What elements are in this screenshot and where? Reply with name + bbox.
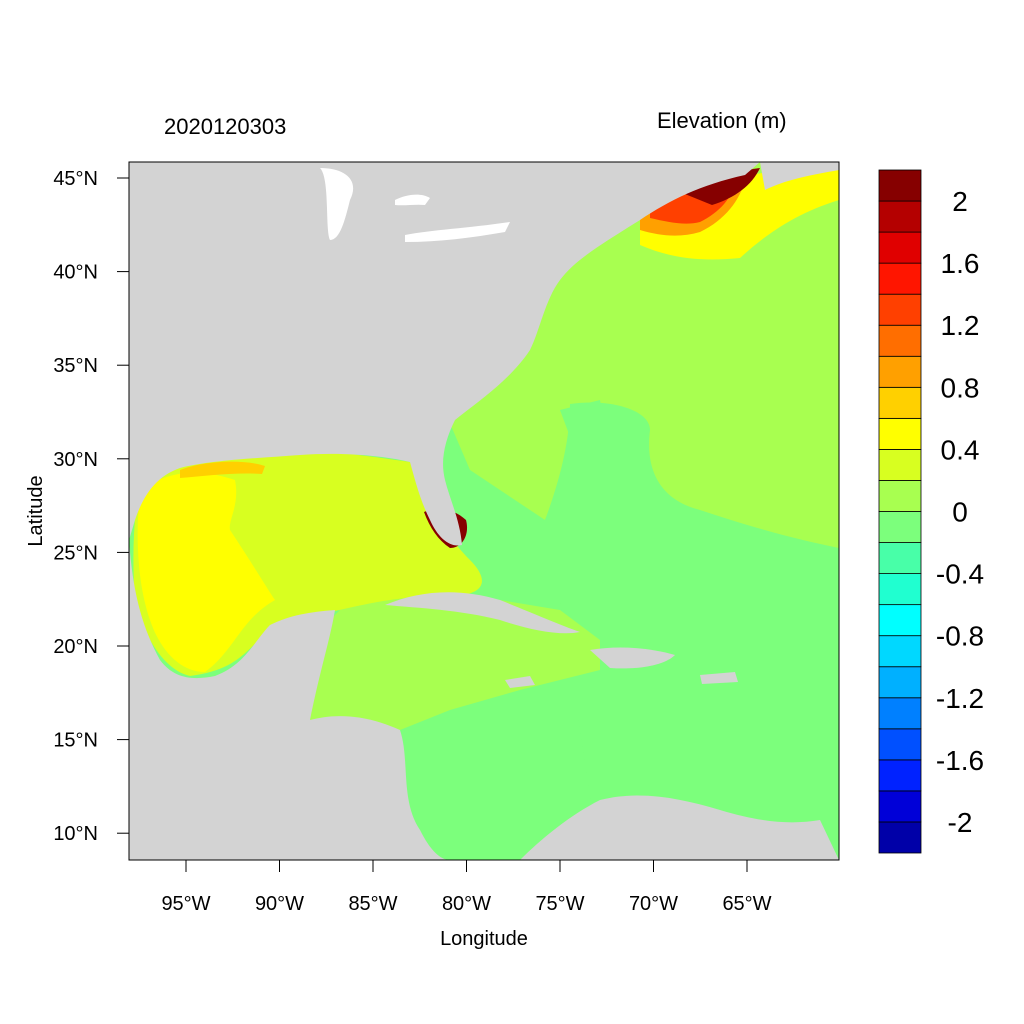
colorbar-swatch (878, 728, 922, 761)
colorbar: -2 -1.6 -1.2 -0.8 -0.4 0 0.4 0.8 1.2 1.6 2 (878, 169, 984, 854)
colorbar-swatch (878, 573, 922, 606)
land-puerto-rico (700, 672, 738, 684)
colorbar-swatch (878, 324, 922, 357)
ocean-zone-gulf-coast (180, 461, 265, 478)
colorbar-label: -0.8 (936, 621, 984, 652)
variable-label: Elevation (m) (657, 108, 787, 133)
colorbar-swatch (878, 417, 922, 450)
land-south-america (520, 795, 839, 860)
colorbar-swatch (878, 635, 922, 668)
colorbar-label: -0.4 (936, 559, 984, 590)
land-mexico (129, 540, 450, 860)
x-tick-label: 70°W (629, 893, 678, 915)
colorbar-swatch (878, 262, 922, 295)
ocean-zone-gulf-west (137, 472, 275, 672)
colorbar-label: 1.2 (941, 310, 980, 341)
colorbar-label: 0 (952, 497, 968, 528)
colorbar-swatch (878, 386, 922, 419)
land-north-america (129, 162, 760, 546)
colorbar-swatch (878, 821, 922, 854)
colorbar-label: 2 (952, 186, 968, 217)
colorbar-swatch (878, 293, 922, 326)
colorbar-swatch (878, 200, 922, 233)
northeast-zone-yellow (640, 165, 839, 260)
colorbar-swatch (878, 604, 922, 637)
colorbar-swatch (878, 231, 922, 264)
y-tick-label: 10°N (53, 823, 98, 845)
land-cuba (385, 592, 580, 634)
colorbar-swatch (878, 480, 922, 512)
colorbar-label: 1.6 (941, 248, 980, 279)
x-tick-label: 75°W (535, 893, 584, 915)
colorbar-swatch (878, 511, 922, 543)
colorbar-swatch (878, 790, 922, 823)
land-nova-scotia (760, 162, 839, 190)
x-tick-label: 95°W (161, 893, 210, 915)
y-tick-label: 40°N (53, 262, 98, 284)
y-tick-label: 45°N (53, 168, 98, 190)
colorbar-label: -1.6 (936, 745, 984, 776)
northeast-zone-darkred (680, 168, 760, 205)
ocean-zone-atlantic-low (545, 402, 839, 860)
y-tick-label: 35°N (53, 355, 98, 377)
y-tick-label: 30°N (53, 449, 98, 471)
y-tick-label: 15°N (53, 730, 98, 752)
colorbar-label: 0.8 (941, 372, 980, 403)
y-tick-label: 25°N (53, 542, 98, 564)
x-tick-label: 90°W (255, 893, 304, 915)
y-axis-title: Latitude (25, 475, 47, 546)
colorbar-label: -2 (948, 807, 973, 838)
colorbar-swatch (878, 542, 922, 574)
x-axis-title: Longitude (440, 928, 528, 950)
map-frame (128, 161, 840, 861)
colorbar-swatch (878, 449, 922, 481)
colorbar-swatch (878, 666, 922, 699)
x-tick-label: 65°W (722, 893, 771, 915)
x-axis: 95°W 90°W 85°W 80°W 75°W 70°W 65°W Longitude (161, 860, 772, 950)
colorbar-label: -1.2 (936, 683, 984, 714)
colorbar-swatch (878, 169, 922, 202)
colorbar-label: 0.4 (941, 434, 980, 465)
colorbar-swatch (878, 759, 922, 792)
map-panel (128, 161, 840, 861)
date-label: 2020120303 (164, 114, 287, 139)
x-tick-label: 85°W (348, 893, 397, 915)
land-hispaniola (590, 647, 675, 669)
land-jamaica (505, 676, 535, 688)
y-tick-label: 20°N (53, 636, 98, 658)
colorbar-swatch (878, 697, 922, 730)
colorbar-swatch (878, 355, 922, 388)
great-lakes (320, 168, 510, 242)
y-axis: 45°N 40°N 35°N 30°N 25°N 20°N 15°N 10°N Latitud… (25, 168, 129, 845)
x-tick-label: 80°W (442, 893, 491, 915)
